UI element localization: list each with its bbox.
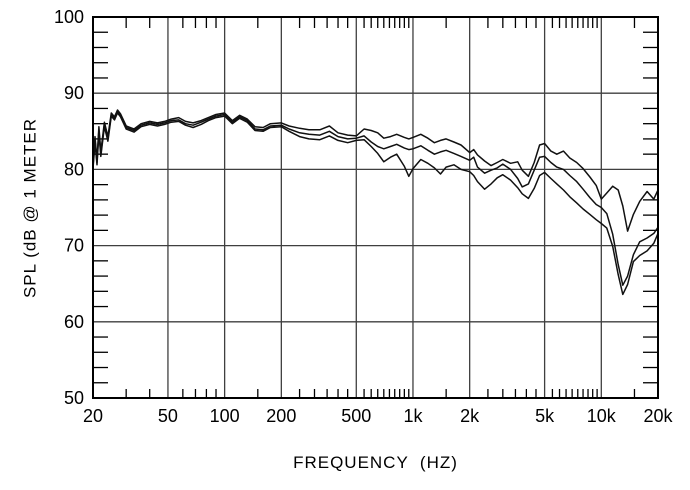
y-tick-label: 50 [64,388,84,408]
lower-trace [92,112,659,296]
x-tick-label: 500 [341,406,371,426]
x-tick-label: 50 [158,406,178,426]
x-tick-label: 5k [535,406,555,426]
x-tick-label: 2k [460,406,480,426]
y-tick-label: 90 [64,83,84,103]
middle-trace [92,110,659,286]
x-tick-label: 100 [210,406,240,426]
x-tick-label: 10k [587,406,617,426]
y-tick-label: 100 [54,7,84,27]
x-tick-label: 200 [266,406,296,426]
y-axis-title: SPL (dB @ 1 METER [20,117,40,299]
plot-frame [92,16,659,399]
x-axis-title: FREQUENCY (HZ) [293,453,458,472]
y-tick-label: 70 [64,236,84,256]
x-tick-label: 20 [83,406,103,426]
y-tick-label: 60 [64,312,84,332]
y-tick-label: 80 [64,159,84,179]
upper-trace [92,109,659,232]
x-tick-label: 20k [643,406,673,426]
x-tick-label: 1k [403,406,423,426]
